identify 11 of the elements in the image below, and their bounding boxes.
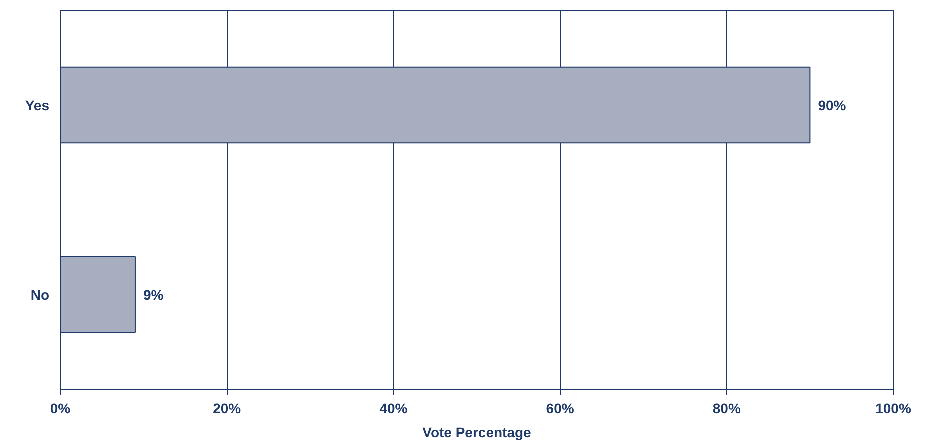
x-tick-label: 100% [876,400,912,416]
data-label: 9% [143,286,164,303]
x-tick-label: 60% [546,400,575,416]
y-tick-label: Yes [25,97,50,114]
x-tick-label: 20% [213,400,242,416]
x-tick-label: 80% [712,400,742,416]
x-axis-title: Vote Percentage [422,424,532,440]
x-tick-label: 40% [380,400,408,416]
y-tick-label: No [30,286,50,303]
x-tick-label: 0% [50,400,72,416]
data-label: 90% [818,97,847,114]
